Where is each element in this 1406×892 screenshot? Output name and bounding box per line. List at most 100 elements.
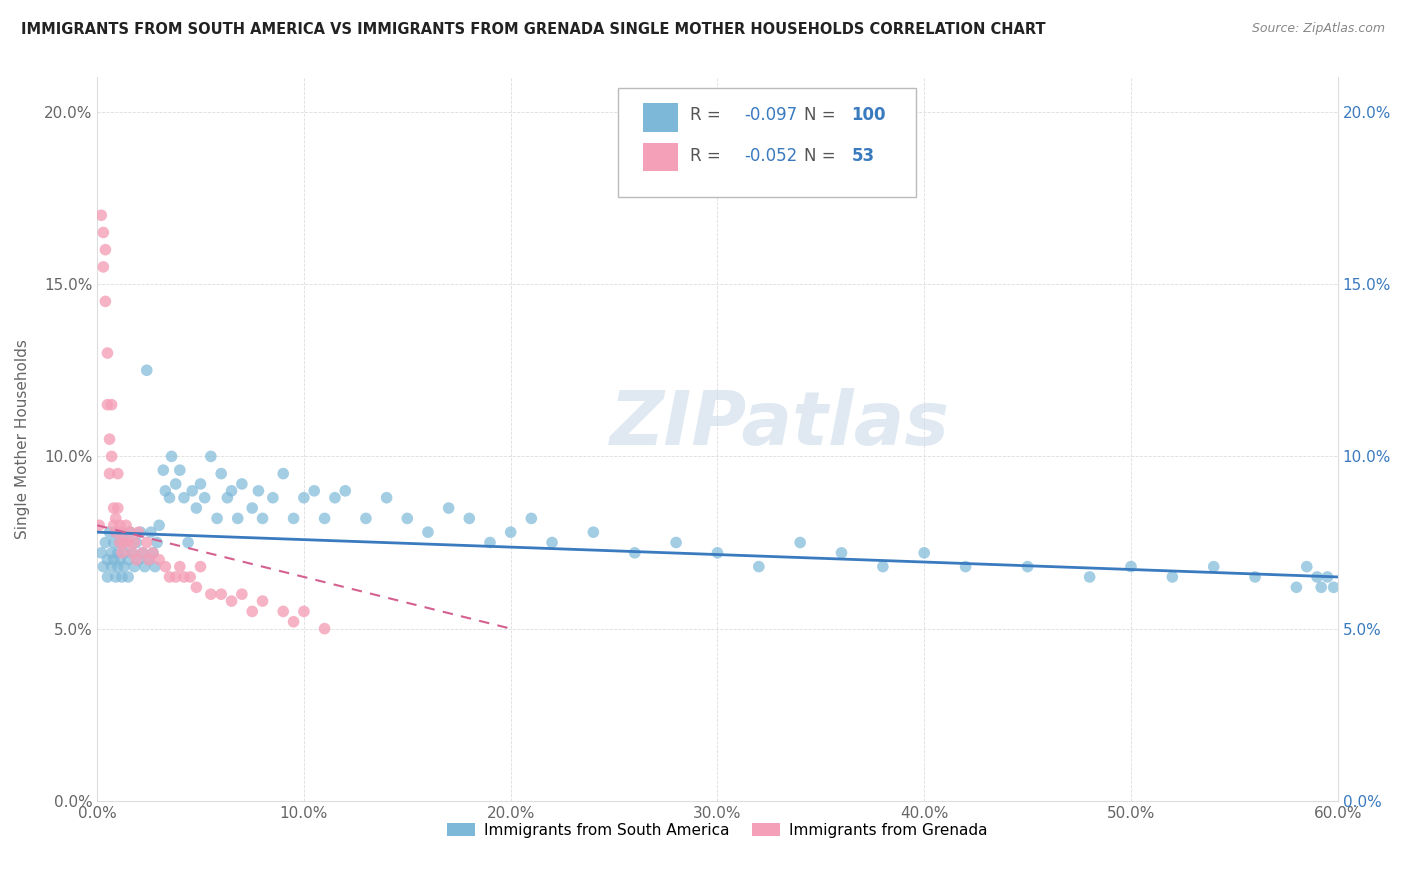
Point: [152, 463, 174, 477]
Point: [148, 553, 170, 567]
Point: [117, 535, 139, 549]
Point: [121, 546, 143, 560]
Point: [100, 546, 122, 560]
Point: [165, 570, 187, 584]
Point: [209, 587, 232, 601]
Point: [117, 570, 139, 584]
Point: [179, 570, 201, 584]
Point: [302, 483, 325, 498]
Point: [955, 559, 977, 574]
Point: [221, 594, 243, 608]
Point: [181, 483, 204, 498]
FancyBboxPatch shape: [643, 103, 678, 132]
Point: [479, 535, 502, 549]
Point: [623, 546, 645, 560]
Point: [186, 501, 208, 516]
Point: [1295, 559, 1317, 574]
Point: [111, 525, 134, 540]
Point: [231, 587, 253, 601]
Point: [789, 535, 811, 549]
Point: [138, 553, 160, 567]
Point: [98, 432, 121, 446]
Point: [146, 535, 169, 549]
Point: [112, 535, 135, 549]
Point: [155, 559, 177, 574]
Point: [458, 511, 481, 525]
Point: [129, 525, 152, 540]
Point: [292, 491, 315, 505]
Point: [205, 511, 228, 525]
Point: [134, 559, 156, 574]
Point: [103, 535, 125, 549]
Point: [375, 491, 398, 505]
Point: [142, 546, 165, 560]
Point: [104, 511, 127, 525]
Point: [96, 398, 118, 412]
Point: [91, 260, 114, 274]
Point: [499, 525, 522, 540]
Point: [98, 525, 121, 540]
Point: [124, 559, 146, 574]
Point: [90, 546, 112, 560]
Point: [396, 511, 419, 525]
Point: [1119, 559, 1142, 574]
Point: [108, 553, 131, 567]
Point: [190, 559, 212, 574]
Text: -0.052: -0.052: [745, 146, 799, 164]
Point: [108, 518, 131, 533]
Point: [1316, 570, 1339, 584]
Point: [194, 491, 217, 505]
Point: [541, 535, 564, 549]
Point: [190, 477, 212, 491]
Point: [169, 559, 191, 574]
Point: [1017, 559, 1039, 574]
Point: [131, 546, 153, 560]
Point: [139, 525, 162, 540]
Point: [831, 546, 853, 560]
Point: [100, 559, 122, 574]
Point: [209, 467, 232, 481]
Point: [1244, 570, 1267, 584]
Point: [247, 483, 270, 498]
Point: [354, 511, 377, 525]
Point: [1285, 580, 1308, 594]
Point: [252, 594, 274, 608]
Point: [104, 525, 127, 540]
Point: [221, 483, 243, 498]
Point: [177, 535, 200, 549]
Point: [103, 553, 125, 567]
Point: [94, 243, 117, 257]
Point: [104, 570, 127, 584]
Legend: Immigrants from South America, Immigrants from Grenada: Immigrants from South America, Immigrant…: [441, 816, 994, 844]
Point: [520, 511, 543, 525]
Point: [125, 553, 148, 567]
Point: [665, 535, 688, 549]
Point: [271, 604, 294, 618]
Point: [262, 491, 284, 505]
Point: [96, 346, 118, 360]
Text: R =: R =: [690, 146, 725, 164]
Point: [912, 546, 935, 560]
Point: [165, 477, 187, 491]
Point: [115, 535, 138, 549]
Point: [103, 518, 125, 533]
Text: 53: 53: [852, 146, 875, 164]
Point: [1078, 570, 1101, 584]
Point: [135, 535, 157, 549]
Point: [100, 398, 122, 412]
Point: [121, 546, 143, 560]
Text: R =: R =: [690, 106, 725, 124]
Point: [127, 553, 149, 567]
Point: [173, 570, 195, 584]
Point: [135, 363, 157, 377]
Point: [323, 491, 346, 505]
Text: -0.097: -0.097: [745, 106, 797, 124]
Point: [108, 535, 131, 549]
Point: [1306, 570, 1329, 584]
Point: [706, 546, 728, 560]
Point: [872, 559, 894, 574]
Point: [107, 559, 129, 574]
Point: [96, 570, 118, 584]
Point: [104, 525, 127, 540]
Point: [160, 450, 183, 464]
